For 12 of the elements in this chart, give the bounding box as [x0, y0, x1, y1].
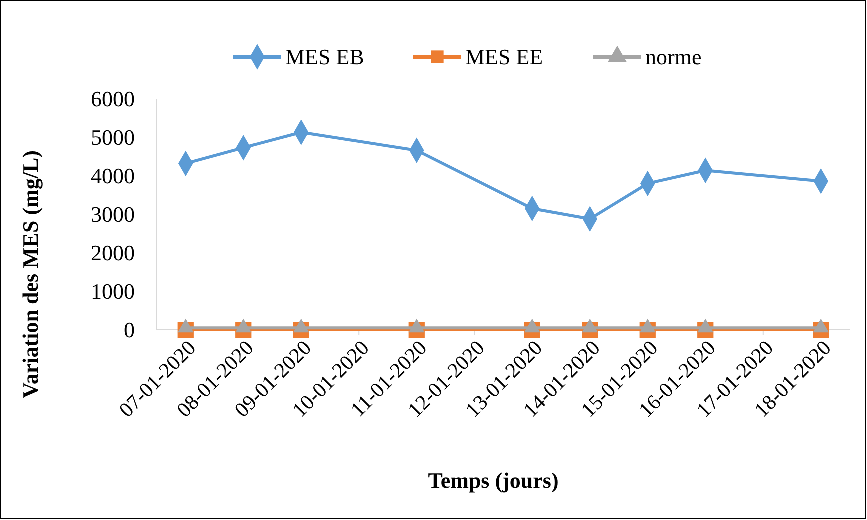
y-axis-title: Variation des MES (mg/L): [18, 150, 43, 398]
y-tick-label: 4000: [91, 164, 135, 189]
x-axis-title: Temps (jours): [428, 468, 559, 493]
y-tick-label: 1000: [91, 279, 135, 304]
y-tick-label: 5000: [91, 125, 135, 150]
legend-label: MES EB: [286, 44, 364, 70]
y-tick-label: 0: [124, 318, 135, 343]
y-tick-label: 2000: [91, 240, 135, 266]
legend-label: MES EE: [466, 44, 544, 70]
y-tick-label: 3000: [91, 202, 135, 228]
legend-label: norme: [646, 44, 702, 70]
y-tick-label: 6000: [91, 86, 135, 112]
